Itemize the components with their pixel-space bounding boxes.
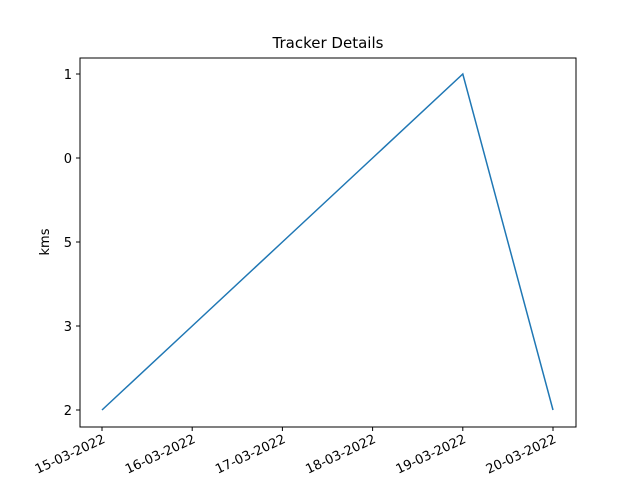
x-tick-label: 18-03-2022	[303, 432, 378, 478]
y-tick-label: 2	[64, 404, 72, 419]
y-tick-label: 3	[64, 320, 72, 335]
y-tick-label: 5	[64, 236, 72, 251]
chart-title: Tracker Details	[272, 34, 384, 52]
y-tick-label: 0	[64, 152, 72, 167]
y-tick-label: 1	[64, 68, 72, 83]
plot-frame	[79, 57, 577, 428]
x-tick-label: 19-03-2022	[394, 432, 469, 478]
line	[101, 72, 554, 411]
x-tick-label: 16-03-2022	[123, 432, 198, 478]
x-tick-label: 17-03-2022	[213, 432, 288, 478]
x-tick-label: 15-03-2022	[33, 432, 108, 478]
y-axis-label: kms	[38, 228, 53, 255]
x-tick-label: 20-03-2022	[484, 432, 559, 478]
